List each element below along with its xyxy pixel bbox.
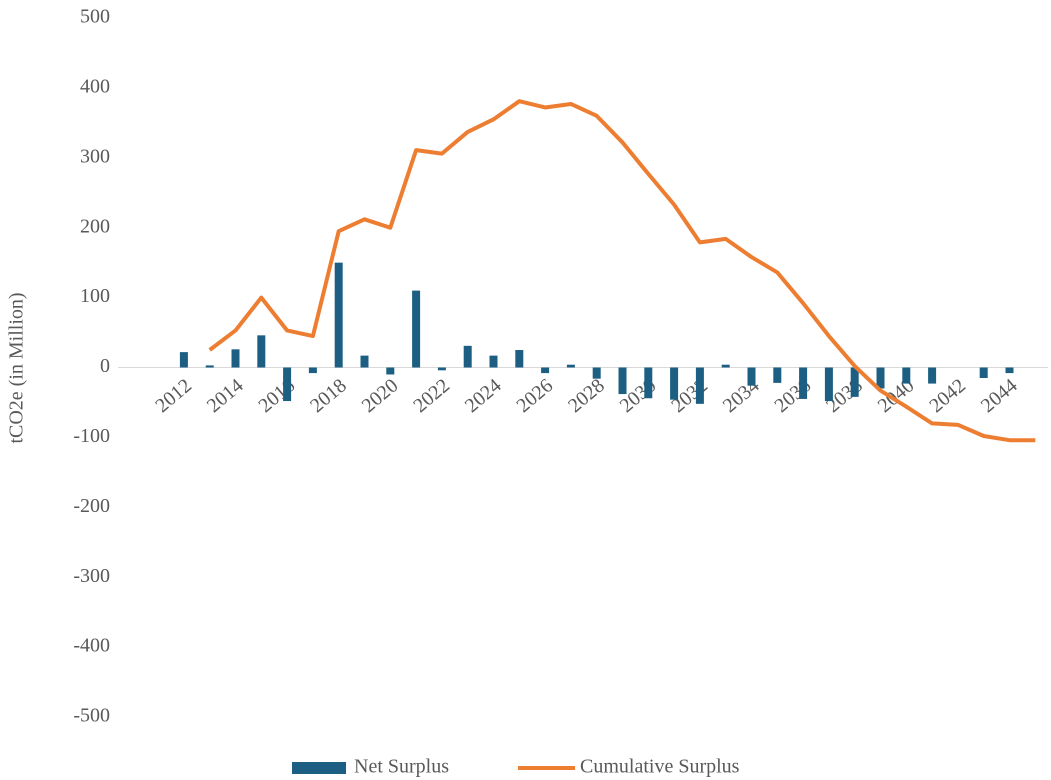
x-tick-label: 2022 — [409, 374, 454, 417]
bar — [541, 367, 550, 374]
bar — [928, 367, 937, 384]
x-tick-label: 2018 — [306, 374, 351, 417]
bar — [799, 367, 808, 399]
bar — [695, 367, 704, 404]
legend-label: Cumulative Surplus — [580, 756, 740, 778]
x-tick-label: 2026 — [512, 374, 557, 417]
bar — [437, 367, 446, 371]
bar — [747, 367, 756, 386]
x-tick-label: 2012 — [151, 374, 196, 417]
x-tick-label: 2020 — [358, 374, 403, 417]
y-tick-label: -100 — [73, 425, 110, 447]
bar — [902, 367, 911, 384]
y-tick-label: 200 — [80, 215, 110, 237]
bar — [412, 290, 421, 368]
bar — [644, 367, 653, 399]
bar — [1005, 367, 1014, 374]
bar — [515, 350, 524, 368]
bar — [179, 352, 188, 368]
bar — [566, 364, 575, 368]
x-tick-label: 2028 — [564, 374, 609, 417]
bar — [876, 367, 885, 389]
legend-swatch — [292, 762, 346, 774]
y-tick-label: -500 — [73, 705, 110, 727]
bar — [824, 367, 833, 402]
bar — [489, 355, 498, 368]
bar — [979, 367, 988, 378]
bar — [231, 349, 240, 368]
bar — [386, 367, 395, 375]
y-tick-label: 300 — [80, 145, 110, 167]
x-tick-label: 2024 — [461, 374, 506, 417]
x-tick-label: 2044 — [977, 374, 1022, 417]
bar — [773, 367, 782, 383]
bar — [308, 367, 317, 374]
line — [208, 99, 1036, 443]
y-tick-label: 0 — [100, 355, 110, 377]
y-tick-label: -400 — [73, 635, 110, 657]
x-tick-label: 2034 — [719, 374, 764, 417]
y-tick-label: -300 — [73, 565, 110, 587]
bar — [334, 262, 343, 368]
x-tick-label: 2014 — [203, 374, 248, 417]
y-tick-label: -200 — [73, 495, 110, 517]
y-tick-label: 400 — [80, 75, 110, 97]
bar — [592, 367, 601, 379]
bar — [463, 345, 472, 368]
bar — [618, 367, 627, 395]
bar — [721, 364, 730, 368]
y-tick-label: 500 — [80, 6, 110, 28]
bar — [283, 367, 292, 402]
x-tick-label: 2016 — [254, 374, 299, 417]
bar — [850, 367, 859, 397]
y-tick-label: 100 — [80, 285, 110, 307]
bar — [205, 365, 214, 368]
bar — [670, 367, 679, 400]
bar — [360, 355, 369, 368]
bar — [257, 335, 266, 368]
legend-label: Net Surplus — [354, 756, 449, 778]
y-axis-label: tCO2e (in Million) — [6, 292, 28, 443]
